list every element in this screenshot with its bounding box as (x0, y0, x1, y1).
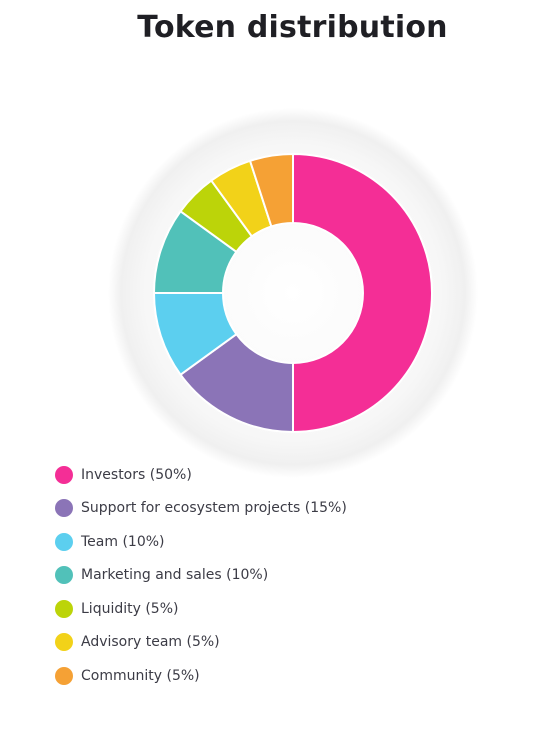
legend-label: Liquidity (5%) (81, 600, 179, 617)
legend-swatch (55, 566, 73, 585)
chart-legend: Investors (50%) Support for ecosystem pro… (55, 458, 347, 693)
legend-label: Support for ecosystem projects (15%) (81, 500, 347, 517)
legend-item[interactable]: Investors (50%) (55, 458, 347, 492)
legend-swatch (55, 633, 73, 652)
legend-label: Investors (50%) (81, 466, 192, 483)
legend-item[interactable]: Community (5%) (55, 659, 347, 693)
legend-item[interactable]: Advisory team (5%) (55, 626, 347, 660)
legend-item[interactable]: Support for ecosystem projects (15%) (55, 492, 347, 526)
legend-label: Marketing and sales (10%) (81, 567, 269, 584)
legend-swatch (55, 666, 73, 685)
donut-chart-svg (108, 108, 478, 478)
legend-label: Community (5%) (81, 667, 200, 684)
legend-swatch (55, 599, 73, 618)
legend-item[interactable]: Team (10%) (55, 525, 347, 559)
legend-swatch (55, 499, 73, 518)
legend-label: Advisory team (5%) (81, 634, 220, 651)
chart-title: Token distribution (137, 10, 448, 45)
legend-swatch (55, 465, 73, 484)
donut-chart (100, 100, 486, 486)
slice-6[interactable] (249, 153, 294, 228)
legend-item[interactable]: Marketing and sales (10%) (55, 559, 347, 593)
legend-item[interactable]: Liquidity (5%) (55, 592, 347, 626)
legend-swatch (55, 532, 73, 551)
slice-0[interactable] (292, 153, 433, 433)
legend-label: Team (10%) (81, 533, 165, 550)
